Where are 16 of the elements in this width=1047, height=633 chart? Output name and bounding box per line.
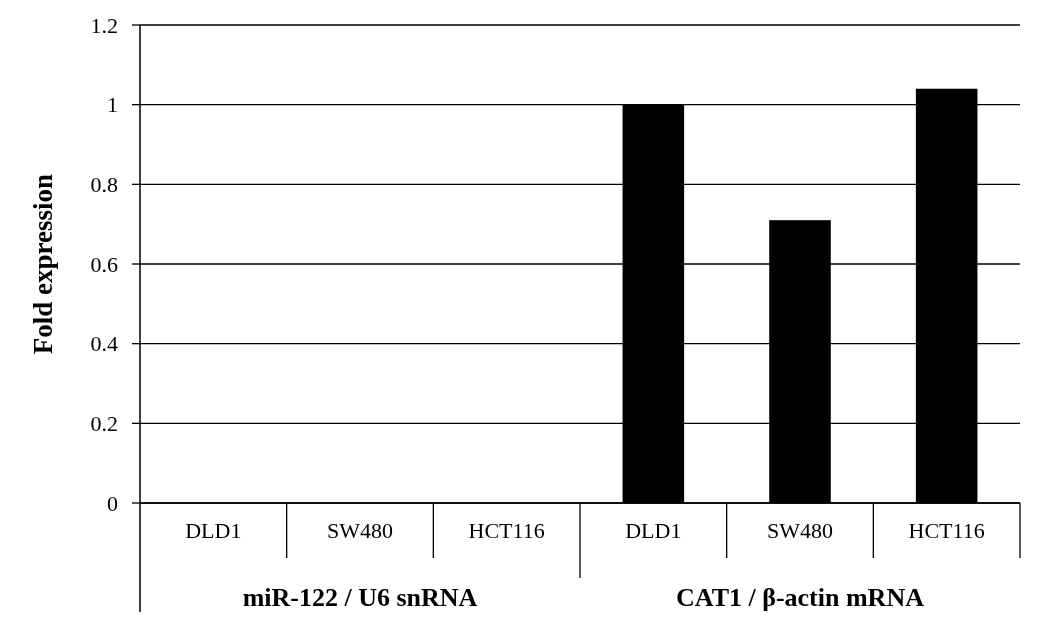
y-tick-label: 1.2 [90,12,118,38]
x-tick-label: SW480 [327,517,393,543]
text: CAT1 / β-actin mRNA [676,583,925,612]
x-tick-label: HCT116 [908,517,985,543]
x-tick-label: SW480 [767,517,833,543]
x-tick-label: DLD1 [625,517,682,543]
y-tick-label: 0 [107,490,118,516]
y-tick-label: 1 [107,92,118,118]
y-tick-label: 0.4 [90,331,118,357]
text: miR-122 / U6 snRNA [242,583,478,612]
y-tick-label: 0.8 [90,172,118,198]
x-tick-label: DLD1 [185,517,242,543]
y-axis-title: Fold expression [28,173,58,355]
y-tick-label: 0.2 [90,411,118,437]
y-tick-label: 0.6 [90,251,118,277]
x-tick-label: HCT116 [468,517,545,543]
